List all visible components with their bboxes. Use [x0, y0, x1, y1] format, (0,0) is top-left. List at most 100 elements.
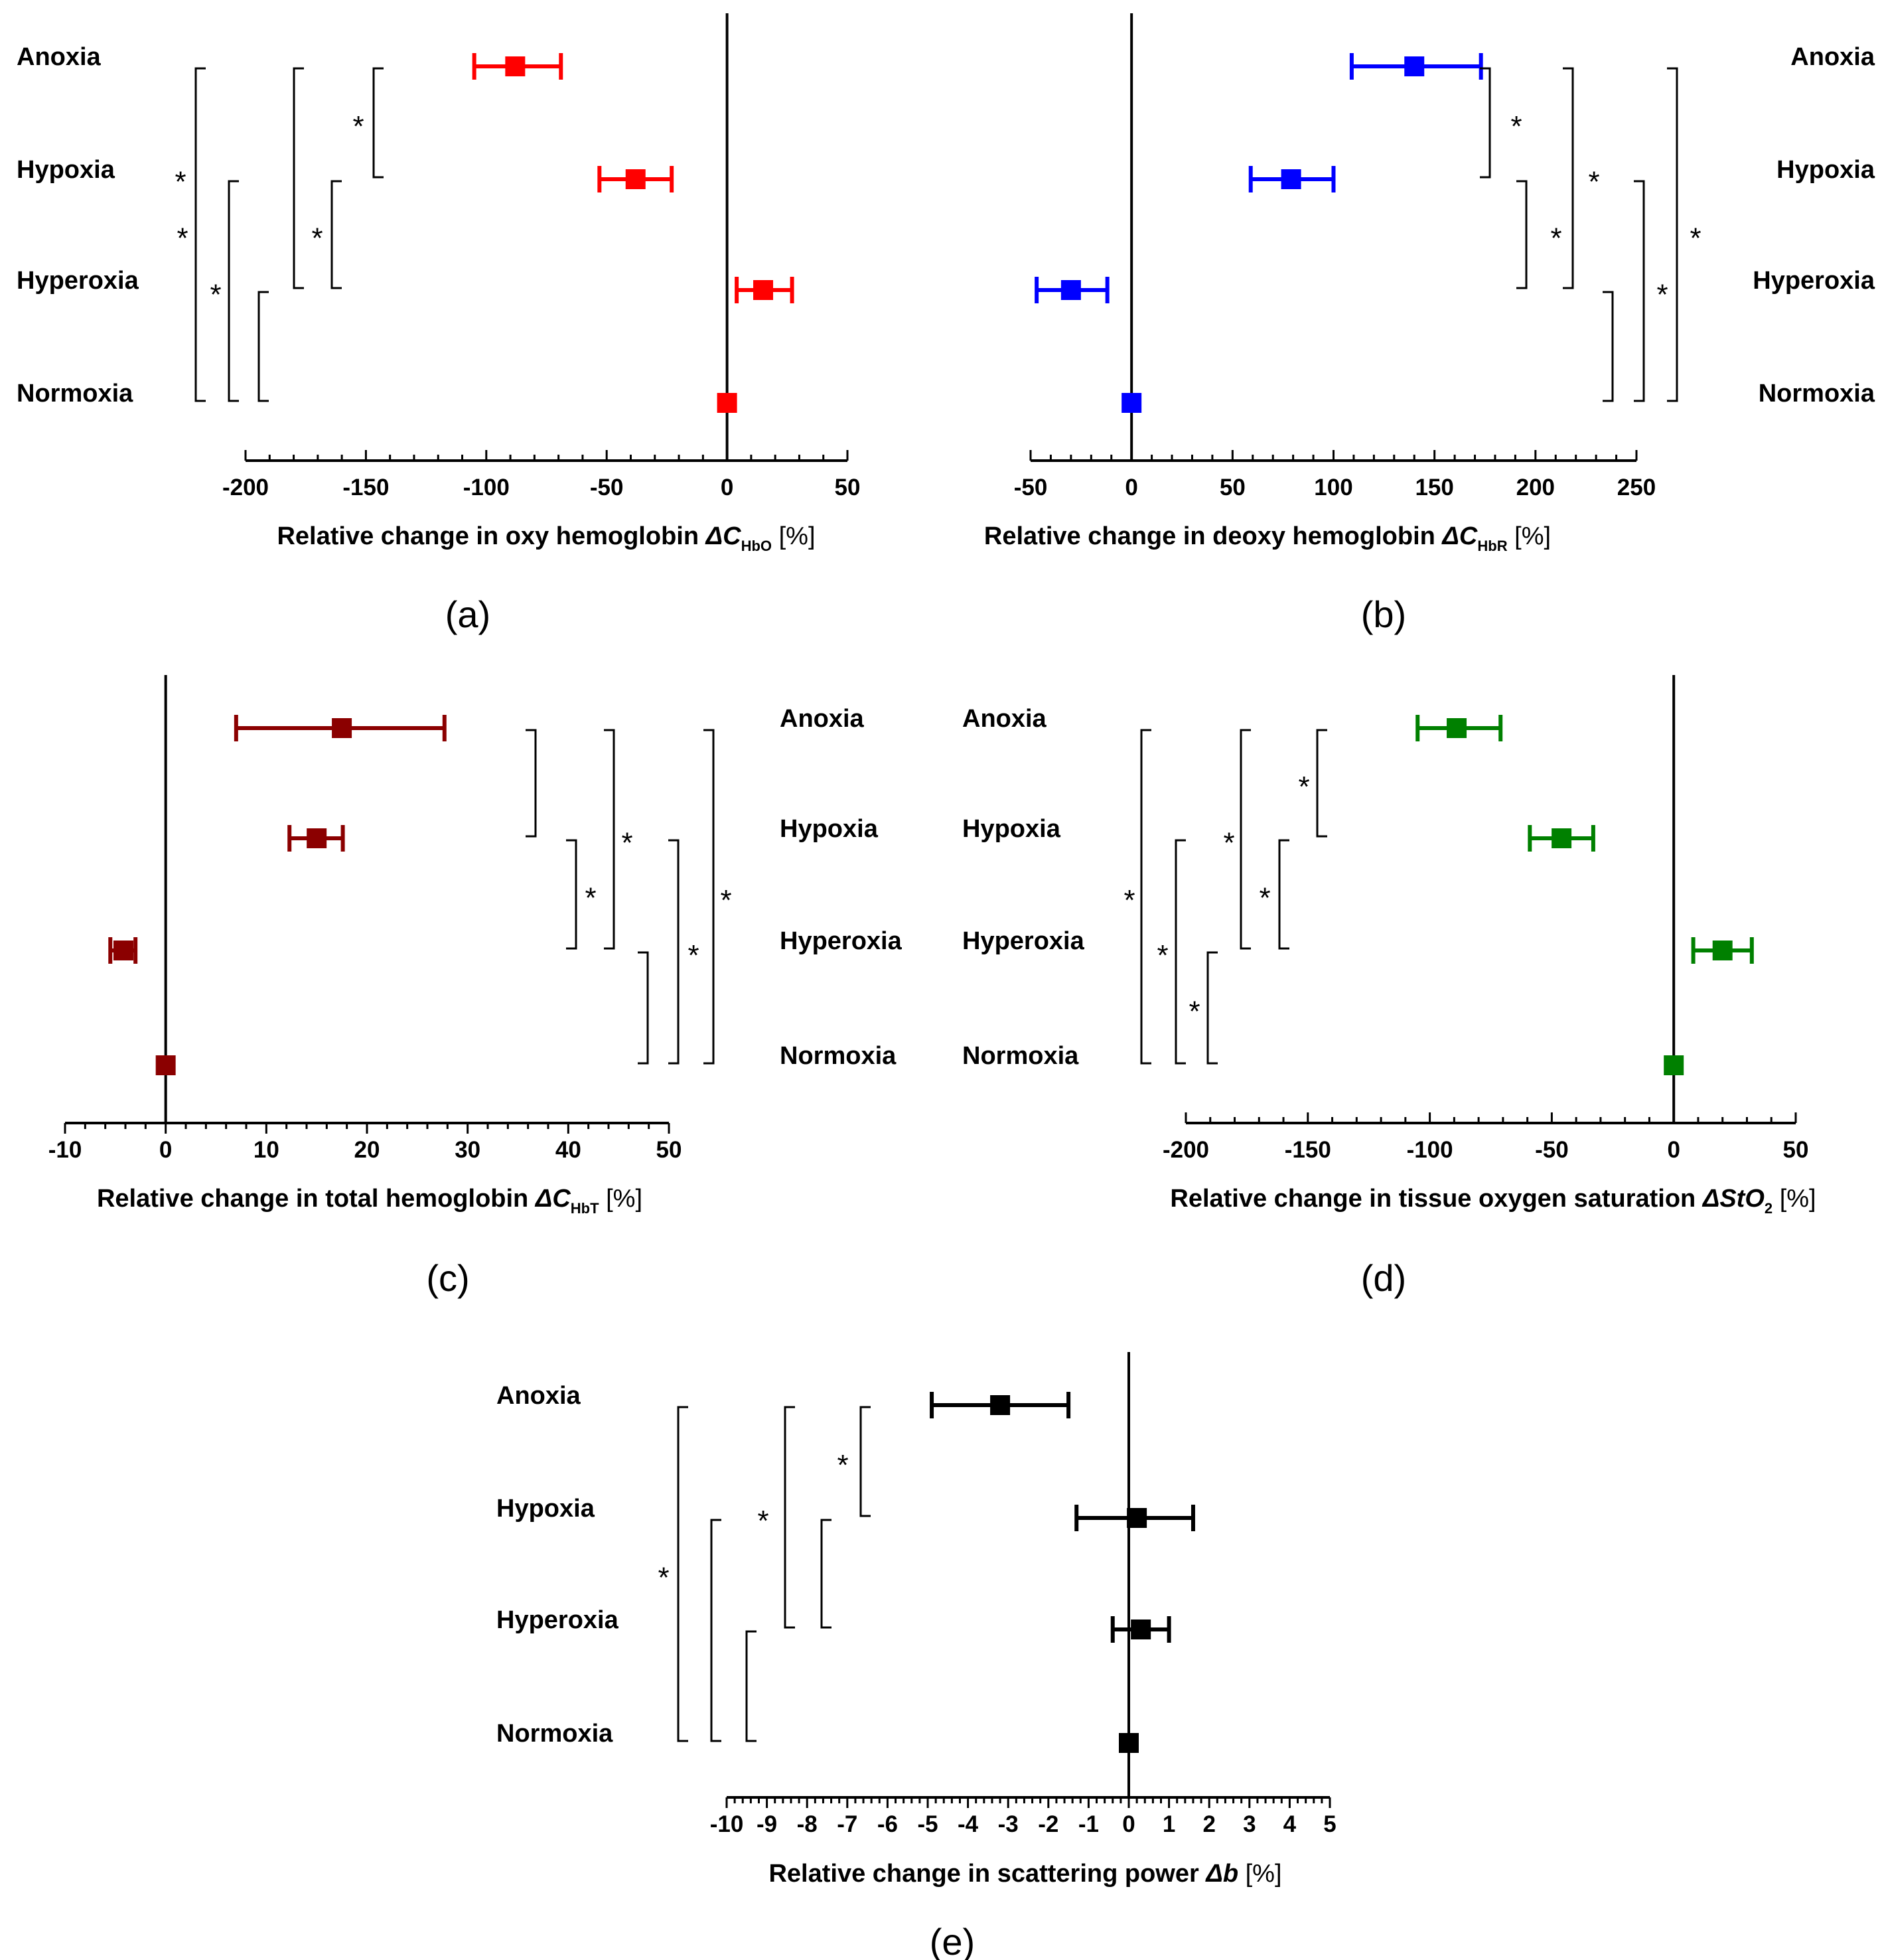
x-tick-label: 1: [1163, 1811, 1175, 1837]
x-tick-label: -9: [757, 1811, 777, 1837]
panel-id: (a): [445, 593, 490, 635]
category-label-hypoxia: Hypoxia: [780, 815, 879, 843]
x-tick-label: -50: [590, 475, 624, 500]
category-label-anoxia: Anoxia: [962, 705, 1047, 733]
significance-bracket: [1667, 67, 1678, 402]
data-point-normoxia: [1664, 1055, 1684, 1075]
x-tick-label: 3: [1243, 1811, 1256, 1837]
significance-star: *: [352, 110, 364, 143]
significance-bracket: [257, 291, 269, 402]
significance-bracket: [1603, 291, 1614, 402]
significance-bracket: [1206, 951, 1218, 1065]
x-tick-label: -4: [958, 1811, 979, 1837]
data-point-hypoxia: [1127, 1508, 1147, 1528]
significance-bracket: [1278, 839, 1289, 950]
category-label-anoxia: Anoxia: [496, 1382, 581, 1410]
significance-star: *: [1223, 827, 1234, 860]
x-tick-label: 2: [1202, 1811, 1215, 1837]
significance-bracket: [1175, 839, 1186, 1065]
data-point-hyperoxia: [1712, 941, 1733, 960]
x-tick-label: -150: [1285, 1137, 1331, 1163]
x-tick-label: -50: [1535, 1137, 1569, 1163]
significance-bracket: [604, 729, 615, 950]
category-label-hyperoxia: Hyperoxia: [496, 1606, 619, 1634]
significance-star: *: [1157, 939, 1168, 972]
chart-panel-2: -50 0 50 100 150 200 250 Anoxia Hypoxia Hyperoxia…: [984, 13, 1875, 635]
x-tick-label: -5: [917, 1811, 938, 1837]
significance-star: *: [1690, 222, 1701, 255]
data-point-anoxia: [1447, 718, 1467, 738]
significance-bracket: [677, 1406, 688, 1742]
x-tick-label: 30: [455, 1137, 480, 1163]
data-point-anoxia: [332, 718, 352, 738]
significance-star: *: [210, 279, 221, 311]
category-label-hyperoxia: Hyperoxia: [1753, 267, 1875, 295]
significance-star: *: [621, 827, 632, 860]
significance-star: *: [687, 939, 699, 972]
significance-bracket: [1480, 67, 1491, 179]
panel-id: (e): [930, 1921, 975, 1960]
data-point-hyperoxia: [1060, 280, 1081, 300]
significance-bracket: [566, 839, 577, 950]
x-tick-label: 0: [1125, 475, 1137, 500]
significance-star: *: [1656, 279, 1668, 311]
x-tick-label: 4: [1283, 1811, 1297, 1837]
significance-bracket: [372, 67, 384, 179]
category-label-normoxia: Normoxia: [780, 1042, 897, 1070]
chart-panel-3: -10 0 10 20 30 40 50 Anoxia Hypoxia Hyperoxia Norm…: [48, 675, 903, 1299]
significance-star: *: [311, 222, 323, 255]
x-tick-label: -1: [1078, 1811, 1099, 1837]
data-point-hypoxia: [625, 169, 646, 189]
x-axis-label: Relative change in total hemoglobin ΔCHb…: [97, 1185, 642, 1217]
x-tick-label: -10: [48, 1137, 82, 1163]
x-tick-label: -150: [342, 475, 389, 500]
significance-star: *: [1510, 110, 1522, 143]
x-tick-label: 40: [555, 1137, 581, 1163]
category-label-hypoxia: Hypoxia: [17, 156, 115, 184]
x-axis-label: Relative change in deoxy hemoglobin ΔCHb…: [984, 522, 1551, 554]
significance-bracket: [668, 839, 680, 1065]
data-point-hyperoxia: [753, 280, 774, 300]
category-label-anoxia: Anoxia: [17, 43, 102, 71]
x-tick-label: 50: [1783, 1137, 1809, 1163]
x-tick-label: 100: [1314, 475, 1352, 500]
significance-star: *: [1259, 882, 1270, 915]
panel-id: (b): [1361, 593, 1406, 635]
category-label-hyperoxia: Hyperoxia: [780, 927, 903, 955]
x-tick-label: 20: [354, 1137, 380, 1163]
data-point-anoxia: [1404, 56, 1425, 76]
data-point-anoxia: [990, 1395, 1011, 1415]
panel-id: (c): [426, 1257, 469, 1299]
category-label-hyperoxia: Hyperoxia: [17, 267, 139, 295]
x-tick-label: -2: [1038, 1811, 1058, 1837]
significance-star: *: [177, 222, 188, 255]
significance-bracket: [1316, 729, 1327, 838]
x-tick-label: -3: [998, 1811, 1019, 1837]
x-tick-label: 0: [1122, 1811, 1135, 1837]
significance-star: *: [837, 1449, 848, 1481]
panel-id: (d): [1361, 1257, 1406, 1299]
x-tick-label: -100: [1407, 1137, 1453, 1163]
category-label-normoxia: Normoxia: [496, 1720, 613, 1748]
category-label-normoxia: Normoxia: [1759, 380, 1875, 408]
x-tick-label: 10: [253, 1137, 279, 1163]
chart-panel-1: -200 -150 -100 -50 0 50 Anoxia Hypoxia Hyperoxia…: [17, 13, 860, 635]
x-tick-label: 0: [159, 1137, 172, 1163]
significance-bracket: [1516, 180, 1528, 289]
x-tick-label: -7: [837, 1811, 857, 1837]
category-label-normoxia: Normoxia: [962, 1042, 1079, 1070]
data-point-normoxia: [1121, 393, 1142, 413]
category-label-hypoxia: Hypoxia: [962, 815, 1061, 843]
significance-star: *: [1550, 222, 1561, 255]
significance-bracket: [526, 729, 537, 838]
data-point-anoxia: [505, 56, 526, 76]
significance-bracket: [638, 951, 649, 1065]
data-point-normoxia: [717, 393, 737, 413]
significance-bracket: [859, 1406, 871, 1517]
x-tick-label: 50: [1220, 475, 1246, 500]
x-tick-label: 5: [1323, 1811, 1336, 1837]
x-tick-label: -8: [797, 1811, 818, 1837]
x-tick-label: 0: [1667, 1137, 1680, 1163]
significance-bracket: [293, 67, 304, 289]
